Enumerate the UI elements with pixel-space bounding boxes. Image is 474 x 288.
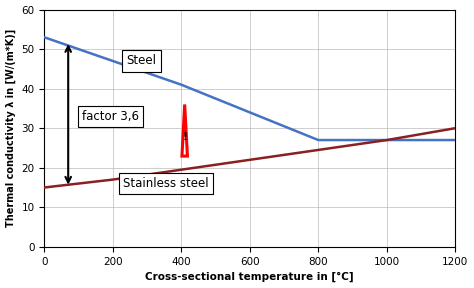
Text: !: ! [182, 132, 187, 142]
Text: Stainless steel: Stainless steel [123, 177, 209, 190]
Y-axis label: Thermal conductivity λ in [W/(m*K)]: Thermal conductivity λ in [W/(m*K)] [6, 29, 16, 227]
Polygon shape [182, 105, 187, 156]
X-axis label: Cross-sectional temperature in [°C]: Cross-sectional temperature in [°C] [146, 272, 354, 283]
Text: Steel: Steel [127, 54, 156, 67]
Text: factor 3,6: factor 3,6 [82, 110, 139, 123]
